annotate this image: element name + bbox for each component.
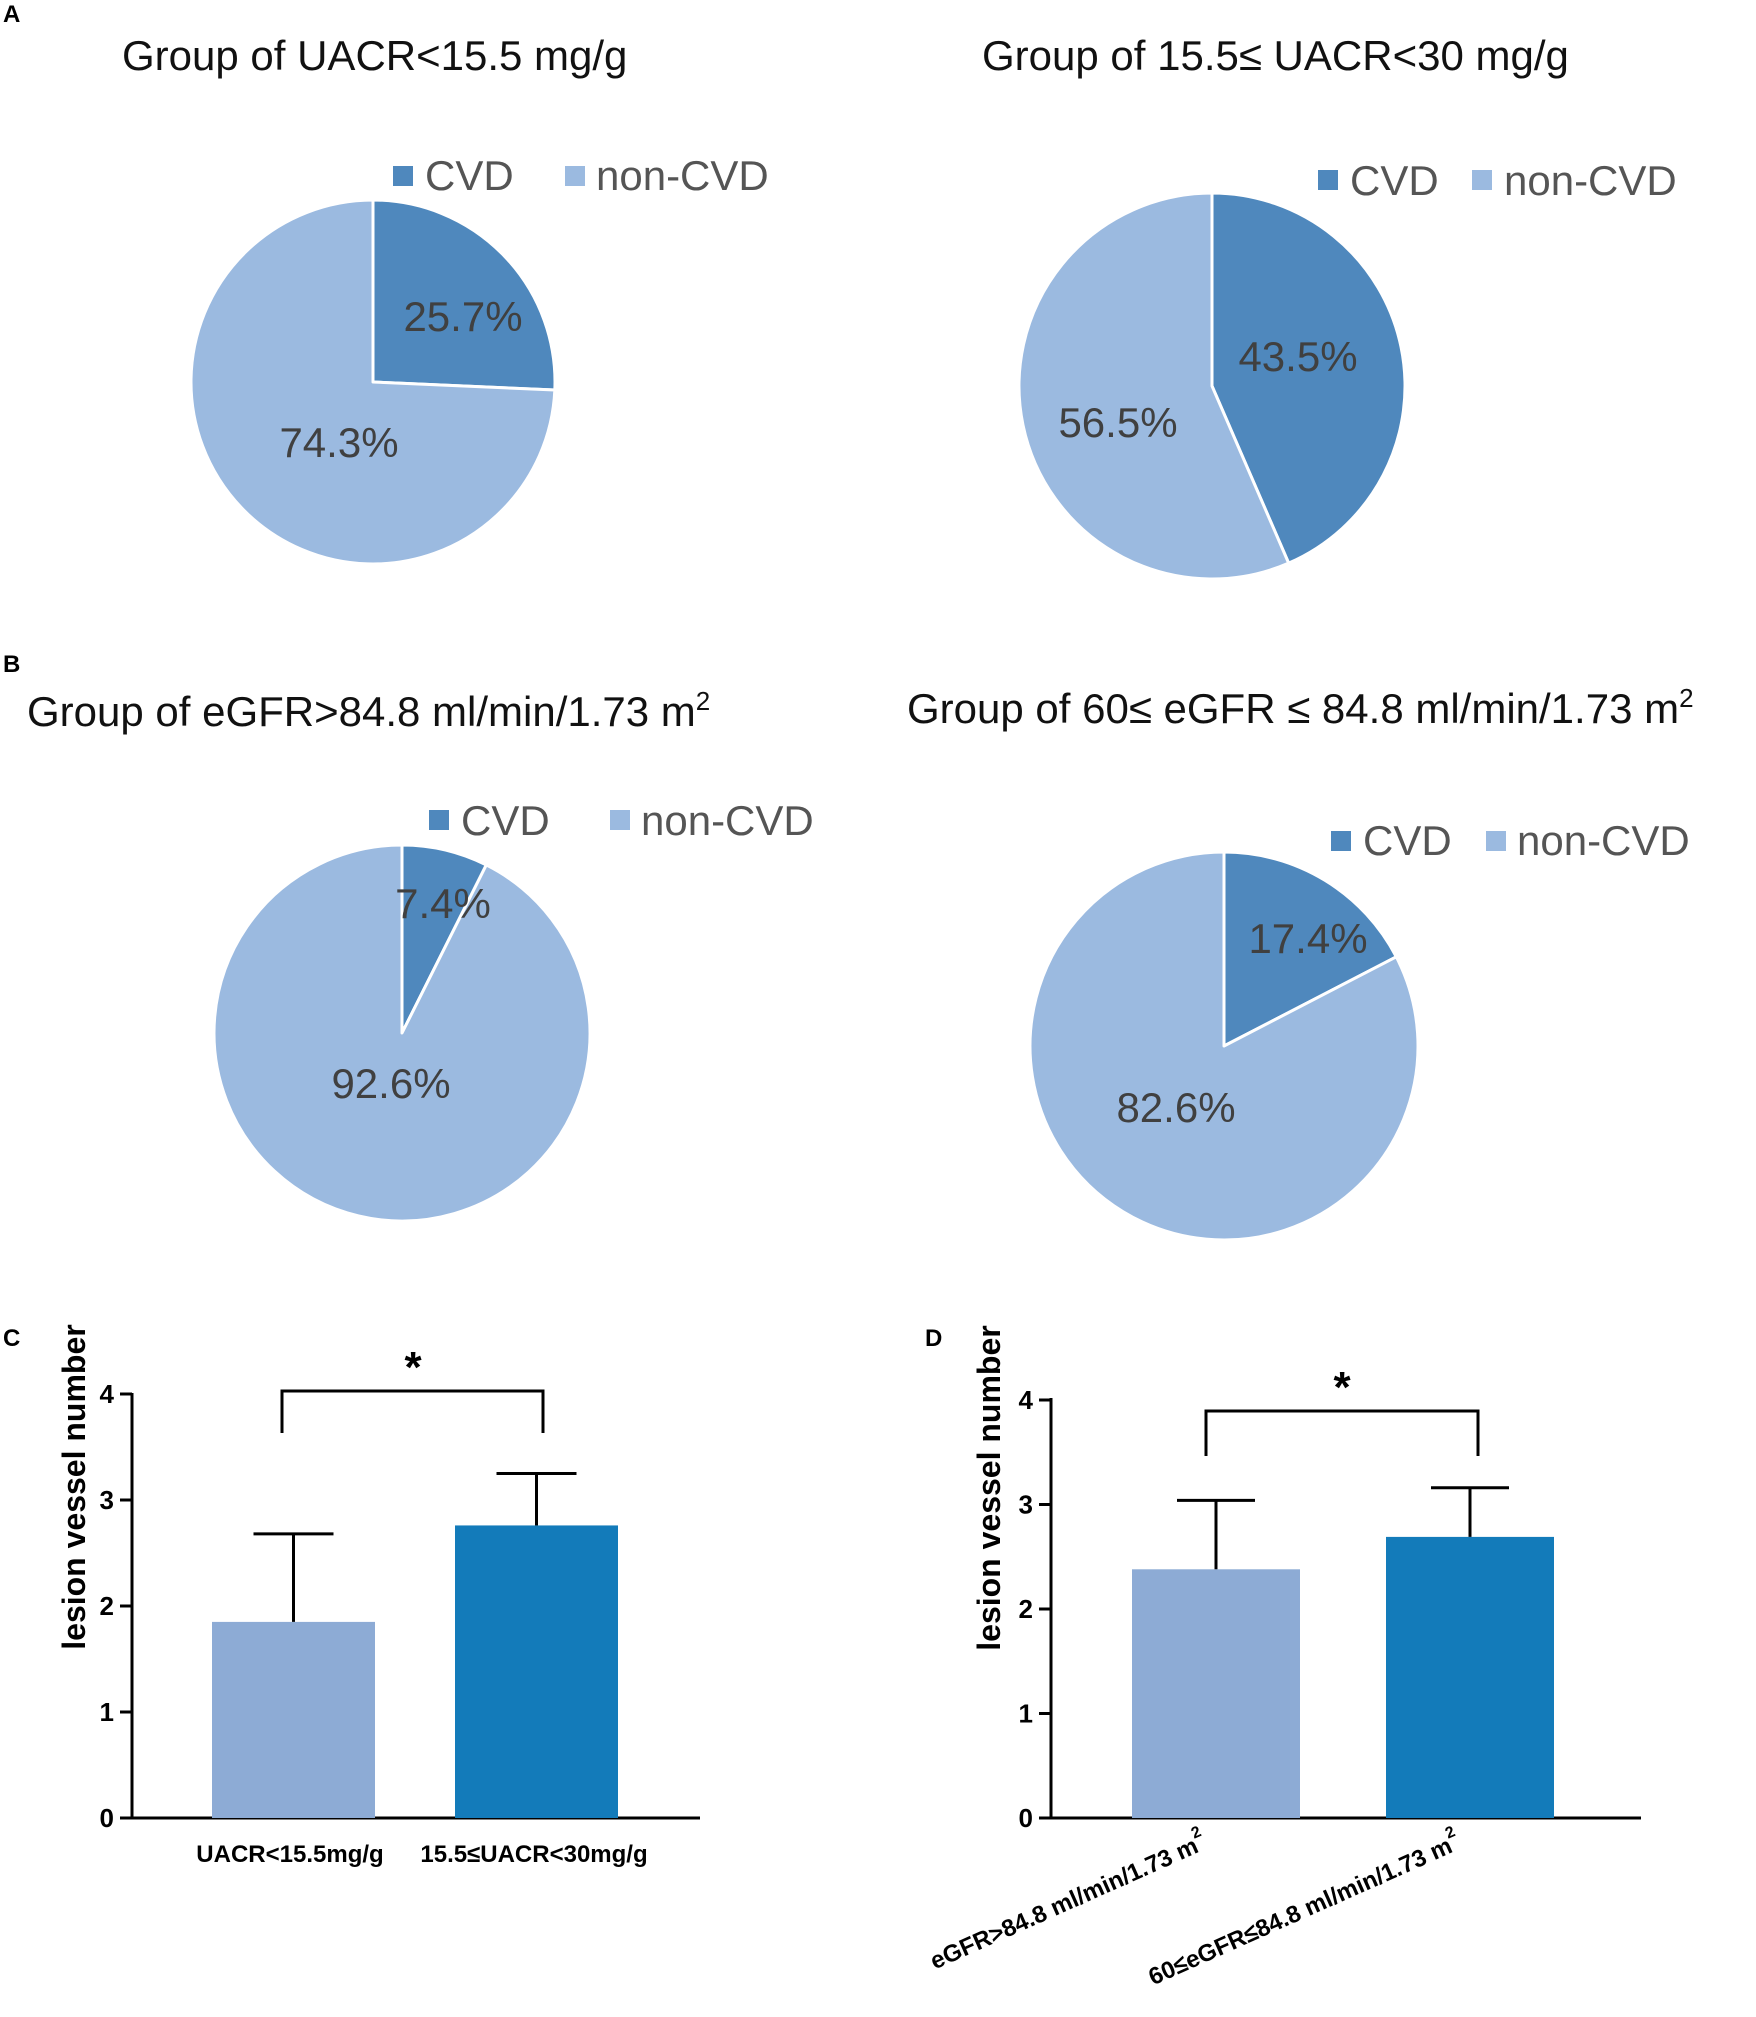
panel-letter-b: B <box>3 651 20 678</box>
significance-mark: * <box>1333 1363 1351 1412</box>
significance-mark: * <box>404 1343 422 1392</box>
bar-egfr-high <box>1132 1569 1300 1818</box>
y-tick-label: 2 <box>100 1591 114 1621</box>
slice-label-non-cvd: 82.6% <box>1116 1084 1235 1131</box>
slice-label-cvd: 25.7% <box>403 293 522 340</box>
bar-uacr-low <box>212 1621 375 1818</box>
y-tick-label: 3 <box>100 1485 114 1515</box>
y-tick: 2 <box>100 1591 132 1621</box>
legend-label-non-cvd: non-CVD <box>596 152 769 199</box>
y-axis-title: lesion vessel number <box>56 1324 92 1649</box>
slice-label-cvd: 7.4% <box>395 880 491 927</box>
y-tick-label: 0 <box>1019 1803 1033 1833</box>
legend-label-cvd: CVD <box>425 152 514 199</box>
pie-slice-cvd <box>371 198 557 392</box>
pie-slice-cvd <box>1222 850 1398 1048</box>
x-category-label: 15.5≤UACR<30mg/g <box>420 1841 647 1868</box>
bar-group <box>212 1532 375 1818</box>
pie-title: Group of eGFR>84.8 ml/min/1.73 m2 <box>27 686 710 735</box>
y-tick-label: 0 <box>100 1803 114 1833</box>
bar-group <box>1132 1498 1300 1818</box>
pie-slice-non-cvd <box>212 843 592 1223</box>
y-tick: 2 <box>1019 1594 1051 1624</box>
bar-chart-uacr: lesion vessel number 0 1 2 3 4 * UACR<15… <box>56 1324 700 1868</box>
legend-swatch-non-cvd <box>1486 831 1506 851</box>
y-tick: 1 <box>1019 1699 1051 1729</box>
pie-title: Group of 15.5≤ UACR<30 mg/g <box>982 32 1569 79</box>
pie-slice-non-cvd <box>1028 850 1420 1242</box>
legend-label-non-cvd: non-CVD <box>1504 157 1677 204</box>
pie-chart-egfr-mid: Group of 60≤ eGFR ≤ 84.8 ml/min/1.73 m2 … <box>907 683 1694 1242</box>
y-ticks: 0 1 2 3 4 <box>1019 1385 1051 1833</box>
legend-swatch-non-cvd <box>1472 170 1492 190</box>
y-tick: 1 <box>100 1697 132 1727</box>
slice-label-non-cvd: 92.6% <box>331 1060 450 1107</box>
legend-label-non-cvd: non-CVD <box>641 797 814 844</box>
significance-bracket <box>1204 1409 1480 1456</box>
y-tick: 4 <box>1019 1385 1051 1415</box>
significance-bracket <box>280 1389 545 1433</box>
y-tick-label: 1 <box>100 1697 114 1727</box>
y-tick-label: 3 <box>1019 1490 1033 1520</box>
bar-chart-egfr: lesion vessel number 0 1 2 3 4 * eGFR>84… <box>924 1325 1641 1991</box>
bar-group <box>1386 1486 1554 1818</box>
pie-slice-non-cvd <box>189 198 557 566</box>
panel-letter-c: C <box>3 1325 20 1352</box>
y-tick-label: 4 <box>100 1379 115 1409</box>
slice-label-cvd: 43.5% <box>1238 333 1357 380</box>
bar-uacr-high <box>455 1525 618 1818</box>
slice-label-non-cvd: 56.5% <box>1058 399 1177 446</box>
legend-label-non-cvd: non-CVD <box>1517 817 1690 864</box>
legend-swatch-cvd <box>393 166 413 186</box>
slice-label-cvd: 17.4% <box>1248 915 1367 962</box>
y-tick: 0 <box>100 1803 132 1833</box>
y-tick-label: 1 <box>1019 1699 1033 1729</box>
slice-label-non-cvd: 74.3% <box>279 419 398 466</box>
legend-swatch-non-cvd <box>565 166 585 186</box>
legend-swatch-cvd <box>1318 170 1338 190</box>
pie-title: Group of 60≤ eGFR ≤ 84.8 ml/min/1.73 m2 <box>907 683 1694 732</box>
y-tick: 3 <box>1019 1490 1051 1520</box>
pie-chart-egfr-high: Group of eGFR>84.8 ml/min/1.73 m2 CVD no… <box>27 686 814 1223</box>
y-ticks: 0 1 2 3 4 <box>100 1379 132 1833</box>
bar-egfr-mid <box>1386 1536 1554 1818</box>
x-category-label: eGFR>84.8 ml/min/1.73 m2 <box>924 1823 1211 1975</box>
legend-swatch-cvd <box>1331 831 1351 851</box>
pie-slice-cvd <box>1210 191 1407 565</box>
legend-label-cvd: CVD <box>1363 817 1452 864</box>
legend-swatch-non-cvd <box>610 810 630 830</box>
pie-slice-non-cvd <box>1017 191 1291 581</box>
pie-chart-uacr-low: Group of UACR<15.5 mg/g CVD non-CVD 25.7… <box>122 32 769 566</box>
y-axis-title: lesion vessel number <box>971 1325 1007 1650</box>
legend-label-cvd: CVD <box>461 797 550 844</box>
legend-swatch-cvd <box>429 810 449 830</box>
bar-group <box>455 1472 618 1818</box>
pie-chart-uacr-high: Group of 15.5≤ UACR<30 mg/g CVD non-CVD … <box>982 32 1677 581</box>
y-tick-label: 2 <box>1019 1594 1033 1624</box>
y-tick: 3 <box>100 1485 132 1515</box>
x-category-label: UACR<15.5mg/g <box>196 1841 383 1868</box>
y-tick-label: 4 <box>1019 1385 1034 1415</box>
y-tick: 4 <box>100 1379 132 1409</box>
legend-label-cvd: CVD <box>1350 157 1439 204</box>
panel-letter-a: A <box>3 1 20 28</box>
pie-title: Group of UACR<15.5 mg/g <box>122 32 627 79</box>
panel-letter-d: D <box>925 1325 942 1352</box>
y-tick: 0 <box>1019 1803 1051 1833</box>
